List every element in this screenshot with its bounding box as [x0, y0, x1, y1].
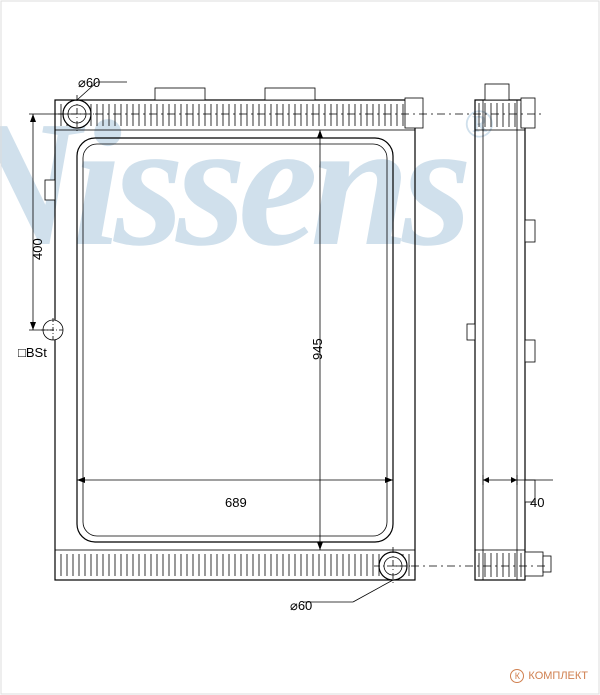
dim-bracket: □BSt [18, 345, 47, 360]
technical-drawing [0, 0, 600, 695]
corner-logo-text: КОМПЛЕКТ [528, 670, 588, 682]
dim-depth: 40 [530, 495, 544, 510]
corner-logo: К КОМПЛЕКТ [510, 669, 588, 683]
dim-width: 689 [225, 495, 247, 510]
corner-logo-icon: К [510, 669, 524, 683]
dim-port-bottom: ⌀60 [290, 598, 312, 614]
dim-mount-offset: 400 [30, 238, 45, 260]
dim-port-top: ⌀60 [78, 75, 100, 91]
dim-height: 945 [310, 338, 325, 360]
